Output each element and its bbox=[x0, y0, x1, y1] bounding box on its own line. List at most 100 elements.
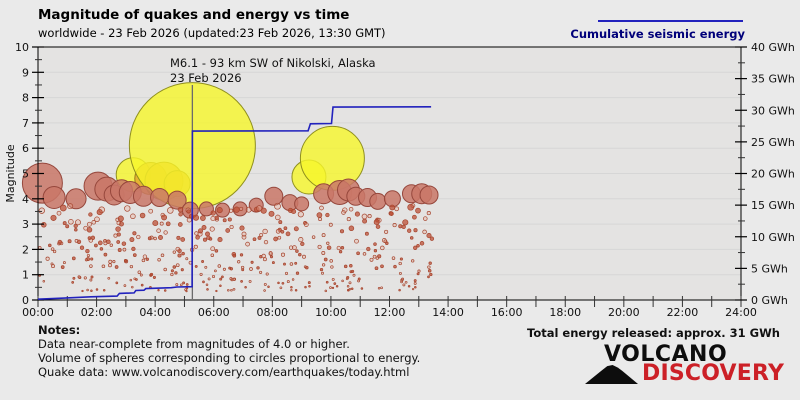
minor-quake-dot bbox=[239, 206, 244, 211]
minor-quake-dot bbox=[288, 245, 294, 250]
minor-quake-dot bbox=[380, 245, 385, 251]
minor-quake-dot bbox=[114, 265, 119, 269]
minor-quake-dot bbox=[67, 203, 74, 210]
minor-quake-dot bbox=[298, 237, 304, 243]
minor-quake-dot bbox=[95, 288, 99, 291]
minor-quake-dot bbox=[62, 221, 67, 226]
minor-quake-dot bbox=[400, 280, 403, 284]
svg-text:0 GWh: 0 GWh bbox=[751, 294, 788, 307]
minor-quake-dot bbox=[259, 270, 263, 274]
quake-bubble[interactable] bbox=[198, 201, 214, 217]
minor-quake-dot bbox=[122, 247, 127, 252]
minor-quake-dot bbox=[59, 204, 67, 212]
minor-quake-dot bbox=[331, 277, 335, 281]
minor-quake-dot bbox=[409, 236, 414, 240]
svg-text:18:00: 18:00 bbox=[549, 306, 581, 319]
minor-quake-dot bbox=[416, 243, 420, 248]
quake-bubble[interactable] bbox=[42, 186, 66, 210]
minor-quake-dot bbox=[302, 254, 306, 259]
minor-quake-dot bbox=[156, 228, 161, 233]
minor-quake-dot bbox=[210, 210, 216, 216]
minor-quake-dot bbox=[340, 246, 345, 250]
minor-quake-dot bbox=[129, 264, 134, 269]
minor-quake-dot bbox=[88, 212, 93, 217]
minor-quake-dot bbox=[316, 212, 323, 218]
minor-quake-dot bbox=[116, 240, 121, 244]
minor-quake-dot bbox=[321, 263, 326, 267]
quake-bubble[interactable] bbox=[264, 186, 284, 206]
minor-quake-dot bbox=[152, 220, 159, 227]
minor-quake-dot bbox=[427, 269, 432, 273]
quake-bubble[interactable] bbox=[383, 190, 401, 208]
legend-label: Cumulative seismic energy bbox=[570, 27, 745, 41]
minor-quake-dot bbox=[192, 214, 200, 221]
minor-quake-dot bbox=[202, 237, 208, 242]
minor-quake-dot bbox=[345, 277, 349, 281]
minor-quake-dot bbox=[67, 239, 72, 244]
minor-quake-dot bbox=[298, 252, 302, 257]
minor-quake-dot bbox=[200, 215, 206, 221]
minor-quake-dot bbox=[113, 233, 118, 238]
minor-quake-dot bbox=[129, 278, 133, 282]
svg-text:35 GWh: 35 GWh bbox=[751, 73, 795, 86]
quake-bubble[interactable] bbox=[167, 190, 187, 210]
minor-quake-dot bbox=[321, 251, 326, 255]
minor-quake-dot bbox=[346, 285, 350, 288]
minor-quake-dot bbox=[280, 229, 285, 234]
minor-quake-dot bbox=[329, 259, 333, 263]
minor-quake-dot bbox=[422, 229, 427, 235]
notes-line-quake-data-url[interactable]: Quake data: www.volcanodiscovery.com/ear… bbox=[38, 365, 410, 379]
minor-quake-dot bbox=[210, 246, 216, 252]
minor-quake-dot bbox=[283, 262, 286, 266]
volcano-discovery-logo[interactable]: VOLCANO DISCOVERY bbox=[585, 342, 784, 390]
minor-quake-dot bbox=[202, 280, 205, 284]
minor-quake-dot bbox=[347, 288, 350, 292]
minor-quake-dot bbox=[401, 224, 406, 230]
minor-quake-dot bbox=[216, 207, 223, 214]
minor-quake-dot bbox=[356, 251, 360, 256]
minor-quake-dot bbox=[197, 228, 204, 234]
minor-quake-dot bbox=[109, 243, 113, 247]
minor-quake-dot bbox=[175, 246, 181, 252]
minor-quake-dot bbox=[139, 212, 146, 219]
minor-quake-dot bbox=[367, 214, 372, 219]
y-axis-title: Magnitude bbox=[4, 144, 17, 203]
minor-quake-dot bbox=[112, 260, 116, 264]
minor-quake-dot bbox=[268, 210, 275, 217]
minor-quake-dot bbox=[265, 272, 269, 276]
minor-quake-dot bbox=[398, 288, 401, 292]
quake-bubble[interactable] bbox=[150, 188, 170, 208]
quake-bubble[interactable] bbox=[419, 185, 439, 205]
minor-quake-dot bbox=[366, 246, 371, 252]
svg-text:16:00: 16:00 bbox=[491, 306, 523, 319]
page-subtitle: worldwide - 23 Feb 2026 (updated:23 Feb … bbox=[38, 26, 386, 40]
minor-quake-dot bbox=[205, 231, 210, 237]
minor-quake-dot bbox=[176, 235, 181, 240]
quake-bubble[interactable] bbox=[369, 192, 387, 210]
notes-line: Volume of spheres corresponding to circl… bbox=[38, 351, 421, 365]
minor-quake-dot bbox=[389, 211, 394, 216]
minor-quake-dot bbox=[341, 210, 346, 215]
quake-bubble[interactable] bbox=[248, 197, 264, 213]
minor-quake-dot bbox=[354, 238, 359, 244]
minor-quake-dot bbox=[241, 231, 247, 237]
minor-quake-dot bbox=[152, 275, 156, 279]
minor-quake-dot bbox=[124, 205, 131, 212]
minor-quake-dot bbox=[391, 256, 396, 260]
minor-quake-dot bbox=[153, 236, 157, 241]
minor-quake-dot bbox=[393, 264, 397, 269]
svg-text:10:00: 10:00 bbox=[315, 306, 347, 319]
minor-quake-dot bbox=[419, 241, 425, 246]
quake-bubble[interactable] bbox=[294, 196, 310, 212]
minor-quake-dot bbox=[178, 211, 183, 217]
minor-quake-dot bbox=[239, 253, 244, 257]
minor-quake-dot bbox=[308, 284, 311, 288]
svg-text:20:00: 20:00 bbox=[608, 306, 640, 319]
svg-text:00:00: 00:00 bbox=[22, 306, 54, 319]
minor-quake-dot bbox=[411, 259, 415, 263]
minor-quake-dot bbox=[335, 284, 339, 288]
minor-quake-dot bbox=[217, 264, 222, 268]
minor-quake-dot bbox=[373, 219, 380, 226]
svg-text:4: 4 bbox=[22, 193, 29, 206]
